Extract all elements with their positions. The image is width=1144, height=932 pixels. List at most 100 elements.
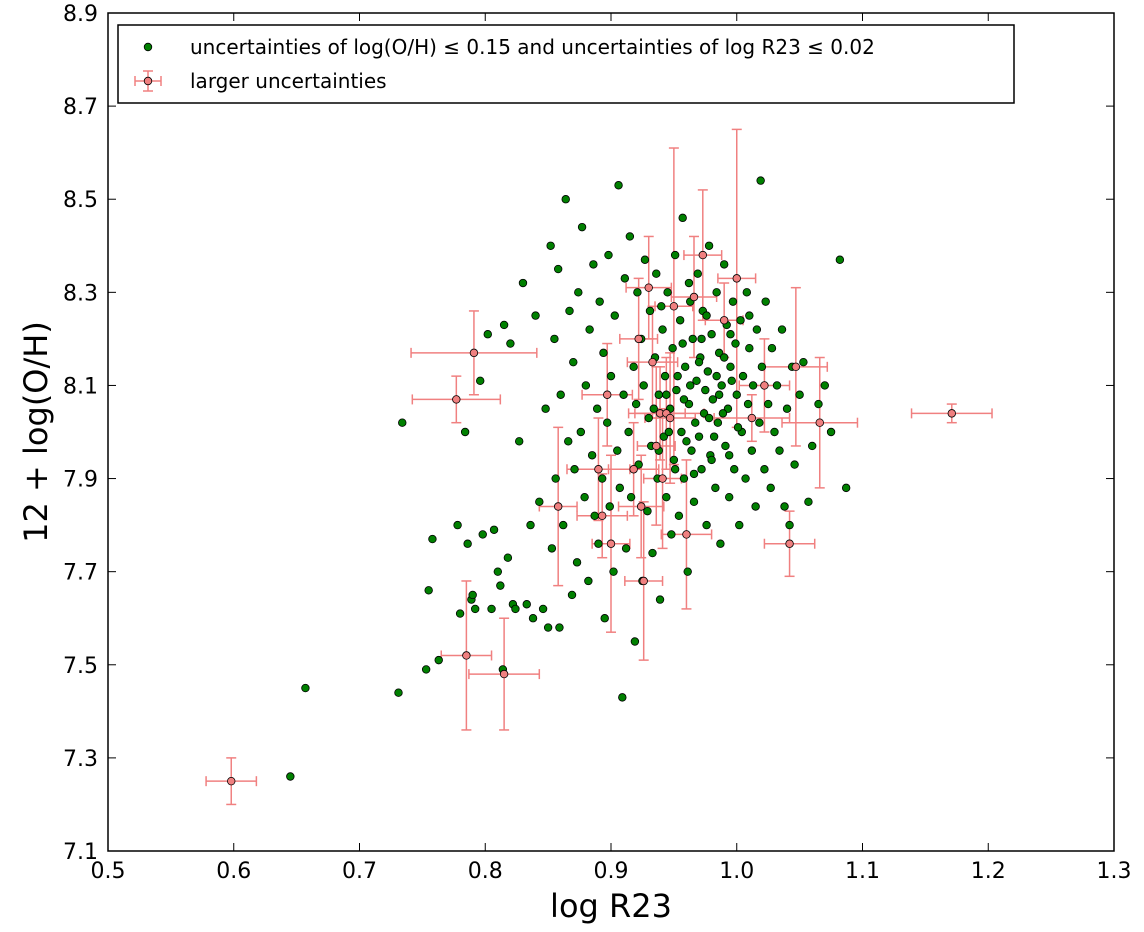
green-data-point (772, 381, 782, 390)
green-data-point (707, 455, 716, 465)
green-data-point (712, 288, 721, 297)
legend-swatch-green (143, 42, 153, 52)
green-data-point (691, 418, 700, 427)
green-data-point (730, 465, 739, 474)
green-data-point (725, 492, 734, 502)
green-data-point (286, 772, 295, 781)
pink-data-point (462, 651, 471, 660)
pink-data-point (639, 576, 648, 586)
green-data-point (564, 437, 573, 446)
pink-data-point (603, 390, 612, 399)
green-data-point (569, 357, 578, 367)
green-data-point (745, 311, 754, 320)
green-data-point (424, 586, 433, 595)
green-data-point (599, 348, 608, 358)
green-data-point (553, 264, 563, 274)
y-tick-label: 8.1 (63, 374, 98, 399)
y-axis-label: 12 + log(O/H) (17, 321, 55, 543)
pink-data-point (644, 283, 653, 292)
green-data-point (707, 330, 716, 339)
green-data-point (719, 353, 729, 362)
green-data-point (463, 539, 472, 548)
green-data-point (826, 427, 836, 437)
pink-data-point (658, 474, 667, 483)
green-data-point (672, 385, 681, 395)
green-data-point (644, 413, 653, 423)
pink-data-point (652, 441, 661, 451)
green-data-point (470, 604, 480, 614)
green-data-point (664, 427, 674, 437)
green-data-point (697, 334, 706, 344)
green-data-point (640, 255, 650, 264)
green-data-point (782, 404, 792, 413)
green-data-point (678, 339, 687, 348)
green-data-point (704, 413, 714, 423)
y-tick-label: 8.5 (63, 188, 98, 213)
pink-data-point (606, 539, 616, 548)
green-data-point (503, 553, 513, 562)
green-data-point (630, 637, 640, 646)
green-data-point (522, 600, 531, 609)
pink-data-point (760, 381, 769, 390)
green-data-point (689, 469, 699, 479)
green-data-point (694, 432, 704, 441)
green-data-point (483, 330, 492, 339)
green-data-point (654, 390, 663, 399)
green-data-point (795, 390, 804, 399)
green-data-point (624, 427, 633, 437)
x-tick-label: 0.8 (468, 859, 503, 884)
green-data-point (594, 539, 603, 548)
green-data-point (551, 474, 560, 483)
green-data-point (679, 474, 689, 483)
green-data-point (688, 334, 697, 344)
green-data-point (528, 614, 538, 623)
green-data-point (687, 446, 696, 455)
green-point-layer (286, 176, 851, 781)
green-data-point (565, 306, 574, 316)
green-data-point (668, 344, 677, 353)
x-tick-labels: 0.5 0.6 0.7 0.8 0.9 1.0 1.1 1.2 1.3 (91, 859, 1132, 884)
y-tick-label: 8.3 (63, 281, 98, 306)
pink-data-point (665, 413, 675, 423)
green-data-point (648, 548, 657, 558)
green-data-point (621, 544, 631, 553)
pink-data-point (227, 776, 236, 786)
green-data-point (678, 213, 687, 223)
green-data-point (747, 446, 757, 455)
green-data-point (748, 381, 758, 390)
green-data-point (587, 451, 597, 460)
green-data-point (597, 474, 607, 483)
green-data-point (625, 232, 635, 241)
green-data-point (606, 371, 616, 381)
green-data-point (733, 423, 743, 432)
green-data-point (567, 590, 577, 600)
green-data-point (770, 427, 779, 437)
green-data-point (767, 344, 777, 353)
green-data-point (398, 418, 407, 427)
green-data-point (301, 683, 310, 693)
y-tick-label: 7.7 (63, 561, 98, 586)
green-data-point (752, 325, 762, 334)
y-tick-label: 7.3 (63, 747, 98, 772)
green-data-point (738, 371, 748, 381)
green-data-point (550, 334, 559, 344)
green-data-point (808, 441, 817, 451)
green-data-point (714, 390, 724, 399)
green-data-point (675, 316, 685, 325)
green-data-point (499, 320, 509, 330)
green-data-point (718, 409, 728, 418)
pink-data-point (785, 539, 794, 548)
green-data-point (820, 381, 829, 390)
green-data-point (756, 176, 765, 185)
pink-data-point (636, 502, 646, 511)
green-data-point (614, 181, 623, 190)
pink-data-point (747, 413, 757, 423)
green-data-point (712, 371, 721, 381)
green-data-point (556, 390, 565, 399)
legend-label-green: uncertainties of log(O/H) ≤ 0.15 and unc… (190, 35, 875, 59)
pink-data-point (648, 357, 657, 367)
x-tick-label: 0.5 (91, 859, 126, 884)
y-tick-label: 7.5 (63, 654, 98, 679)
green-data-point (421, 665, 431, 674)
